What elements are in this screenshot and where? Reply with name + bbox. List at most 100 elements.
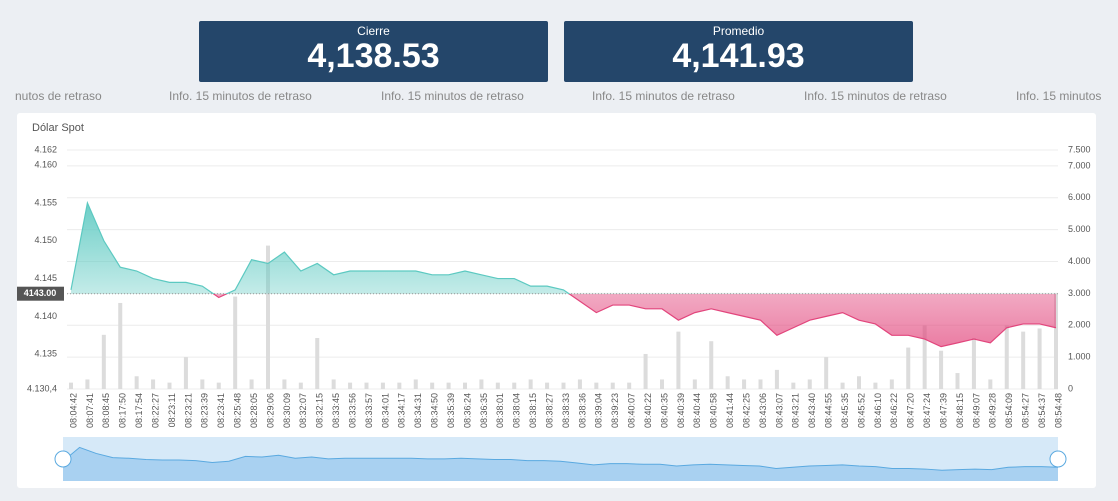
x-tick-label: 08:40:35 bbox=[659, 393, 669, 428]
volume-bar bbox=[758, 379, 763, 389]
x-tick-label: 08:28:05 bbox=[249, 393, 259, 428]
volume-bar bbox=[183, 357, 188, 389]
x-tick-label: 08:40:58 bbox=[709, 393, 719, 428]
y2-tick-label: 7.000 bbox=[1068, 160, 1091, 170]
x-tick-label: 08:29:06 bbox=[265, 393, 275, 428]
x-tick-label: 08:04:42 bbox=[68, 393, 78, 428]
x-tick-label: 08:39:04 bbox=[594, 393, 604, 428]
x-tick-label: 08:48:15 bbox=[955, 393, 965, 428]
volume-bar bbox=[857, 376, 861, 389]
volume-bar bbox=[840, 382, 845, 389]
x-tick-label: 08:44:55 bbox=[824, 393, 834, 428]
y-tick-label: 4.140 bbox=[34, 311, 57, 321]
volume-bar bbox=[807, 379, 812, 389]
volume-bar bbox=[331, 379, 336, 389]
volume-bar bbox=[971, 338, 976, 389]
x-tick-label: 08:38:27 bbox=[544, 393, 554, 428]
ticker-item: Info. 15 minutos de retraso bbox=[169, 89, 312, 103]
x-tick-label: 08:45:52 bbox=[856, 393, 866, 428]
volume-bar bbox=[479, 379, 484, 389]
ticker-item: nutos de retraso bbox=[15, 89, 102, 103]
x-tick-label: 08:38:04 bbox=[512, 393, 522, 428]
x-tick-label: 08:34:17 bbox=[397, 393, 407, 428]
volume-bar bbox=[348, 382, 353, 389]
volume-bar bbox=[397, 382, 402, 389]
volume-bar bbox=[791, 382, 796, 389]
x-tick-label: 08:30:09 bbox=[282, 393, 292, 428]
volume-bar bbox=[151, 379, 156, 389]
volume-bar bbox=[101, 334, 106, 389]
y2-tick-label: 2.000 bbox=[1068, 320, 1091, 330]
y-tick-label: 4.155 bbox=[34, 197, 57, 207]
volume-bar bbox=[298, 382, 303, 389]
volume-bar bbox=[200, 379, 205, 389]
volume-bar bbox=[282, 379, 287, 389]
x-tick-label: 08:34:01 bbox=[380, 393, 390, 428]
navigator-handle[interactable] bbox=[1049, 450, 1067, 468]
volume-bar bbox=[495, 382, 500, 389]
volume-bar bbox=[774, 369, 779, 389]
volume-bar bbox=[742, 379, 747, 389]
card-label: Cierre bbox=[357, 24, 390, 38]
volume-bar bbox=[955, 373, 960, 389]
volume-bar bbox=[85, 379, 90, 389]
volume-bar bbox=[266, 245, 270, 389]
x-tick-label: 08:40:07 bbox=[627, 393, 637, 428]
x-tick-label: 08:33:45 bbox=[331, 393, 341, 428]
volume-bar bbox=[1054, 293, 1058, 389]
volume-bar bbox=[1004, 325, 1009, 389]
volume-bar bbox=[134, 376, 139, 389]
x-tick-label: 08:36:35 bbox=[479, 393, 489, 428]
x-tick-label: 08:17:50 bbox=[118, 393, 128, 428]
x-tick-label: 08:40:22 bbox=[643, 393, 653, 428]
x-tick-label: 08:39:23 bbox=[610, 393, 620, 428]
x-tick-label: 08:40:39 bbox=[676, 393, 686, 428]
x-tick-label: 08:49:07 bbox=[971, 393, 981, 428]
navigator-handle[interactable] bbox=[54, 450, 72, 468]
ticker-item: Info. 15 minutos de retraso bbox=[381, 89, 524, 103]
volume-bar bbox=[627, 382, 632, 389]
volume-bar bbox=[545, 382, 550, 389]
y2-tick-label: 0 bbox=[1068, 383, 1073, 393]
volume-bar bbox=[643, 353, 648, 389]
reference-label-bg bbox=[17, 286, 64, 301]
y-tick-label: 4.130,4 bbox=[27, 383, 57, 393]
x-tick-label: 08:08:45 bbox=[101, 393, 111, 428]
x-tick-label: 08:40:44 bbox=[692, 393, 702, 428]
y2-tick-label: 7.500 bbox=[1068, 144, 1091, 154]
price-line bbox=[212, 294, 1057, 348]
volume-bar bbox=[725, 376, 730, 389]
y-tick-label: 4.162 bbox=[34, 144, 57, 154]
x-tick-label: 08:54:37 bbox=[1037, 393, 1047, 428]
x-tick-label: 08:42:25 bbox=[741, 393, 751, 428]
x-tick-label: 08:54:27 bbox=[1021, 393, 1031, 428]
x-tick-label: 08:25:48 bbox=[233, 393, 243, 428]
volume-bar bbox=[233, 296, 238, 389]
x-tick-label: 08:41:44 bbox=[725, 393, 735, 428]
volume-bar bbox=[824, 357, 829, 389]
y-tick-label: 4.145 bbox=[34, 273, 57, 283]
volume-bar bbox=[528, 379, 533, 389]
x-tick-label: 08:47:24 bbox=[922, 393, 932, 428]
x-tick-label: 08:45:35 bbox=[840, 393, 850, 428]
navigator-line bbox=[62, 446, 1059, 471]
volume-bar bbox=[988, 379, 993, 389]
volume-bar bbox=[69, 382, 73, 389]
volume-bar bbox=[873, 382, 878, 389]
x-tick-label: 08:36:24 bbox=[462, 393, 472, 428]
x-tick-label: 08:38:33 bbox=[561, 393, 571, 428]
average-card: Promedio 4,141.93 bbox=[564, 21, 913, 82]
y2-tick-label: 3.000 bbox=[1068, 288, 1091, 298]
area-below bbox=[213, 294, 1056, 347]
x-tick-label: 08:46:10 bbox=[873, 393, 883, 428]
x-tick-label: 08:23:21 bbox=[183, 393, 193, 428]
x-tick-label: 08:33:57 bbox=[364, 393, 374, 428]
x-tick-label: 08:07:41 bbox=[85, 393, 95, 428]
volume-bar bbox=[315, 338, 320, 389]
x-tick-label: 08:43:07 bbox=[774, 393, 784, 428]
y2-tick-label: 5.000 bbox=[1068, 224, 1091, 234]
x-tick-label: 08:17:54 bbox=[134, 393, 144, 428]
x-tick-label: 08:22:27 bbox=[150, 393, 160, 428]
x-tick-label: 08:23:41 bbox=[216, 393, 226, 428]
